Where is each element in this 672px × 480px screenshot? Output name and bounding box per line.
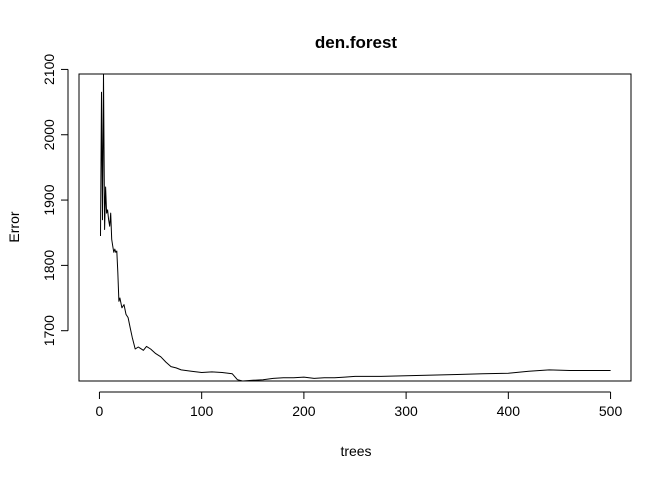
y-tick-label: 2100	[41, 54, 57, 85]
x-axis-label: trees	[340, 443, 371, 459]
y-axis-label: Error	[6, 211, 22, 242]
y-axis: 1700 1800 1900 2000 2100	[41, 54, 69, 346]
x-tick-label: 300	[394, 403, 418, 419]
y-tick-label: 1800	[41, 250, 57, 281]
x-tick-label: 100	[190, 403, 214, 419]
chart-title: den.forest	[315, 33, 398, 52]
x-tick-label: 500	[599, 403, 623, 419]
x-tick-label: 200	[292, 403, 316, 419]
error-series-line	[100, 73, 611, 382]
x-axis: 0 100 200 300 400 500	[96, 391, 623, 419]
x-tick-label: 0	[96, 403, 104, 419]
y-tick-label: 1900	[41, 184, 57, 215]
y-tick-label: 2000	[41, 119, 57, 150]
plot-area-border	[78, 73, 632, 382]
series-layer	[100, 73, 611, 382]
x-tick-label: 400	[497, 403, 521, 419]
y-tick-label: 1700	[41, 315, 57, 346]
